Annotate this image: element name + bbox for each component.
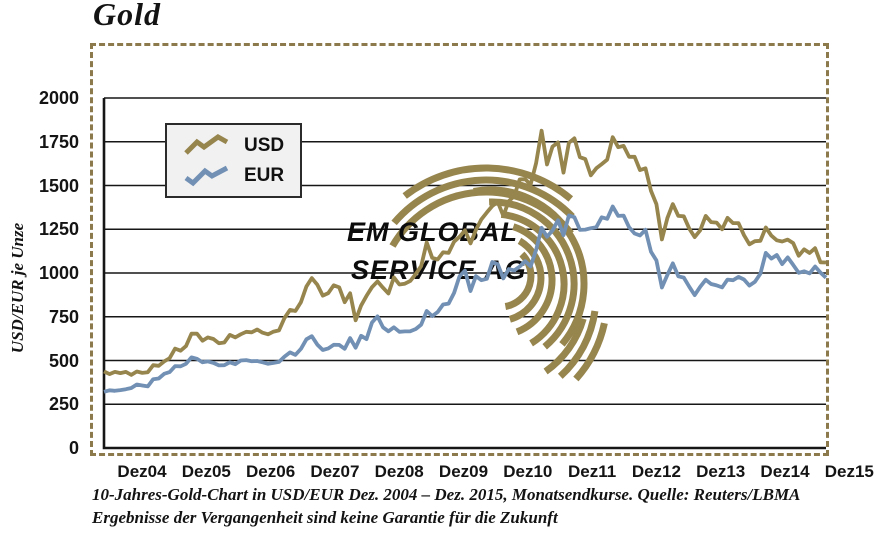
x-tick-label: Dez06 — [246, 462, 296, 481]
eur-line-sample-icon — [184, 165, 229, 186]
y-tick-label: 1000 — [38, 263, 79, 283]
x-tick-label: Dez12 — [631, 462, 681, 481]
legend-row-eur: EUR — [183, 163, 300, 189]
y-tick-label: 2000 — [38, 88, 79, 108]
x-tick-label: Dez07 — [310, 462, 360, 481]
x-tick-label: Dez10 — [503, 462, 553, 481]
y-tick-label: 750 — [48, 306, 79, 327]
legend-box: USD EUR — [165, 123, 302, 198]
x-tick-label: Dez05 — [181, 462, 231, 481]
x-tick-label: Dez04 — [117, 462, 167, 481]
watermark-line1: EM GLOBAL — [347, 217, 518, 247]
x-tick-label: Dez15 — [824, 462, 874, 481]
dashed-frame-border — [90, 43, 829, 456]
x-tick-label: Dez13 — [696, 462, 746, 481]
chart-title: Gold — [93, 0, 161, 32]
x-tick-label: Dez08 — [374, 462, 424, 481]
y-tick-label: 500 — [48, 350, 79, 371]
x-tick-label: Dez11 — [567, 462, 617, 481]
caption-disclaimer-line: Ergebnisse der Vergangenheit sind keine … — [92, 508, 558, 527]
legend-row-usd: USD — [183, 133, 300, 159]
y-tick-label: 0 — [68, 438, 79, 458]
x-tick-label: Dez09 — [438, 462, 489, 481]
usd-line-sample-icon — [184, 133, 229, 155]
y-tick-label: 250 — [48, 394, 79, 415]
y-tick-label: 1500 — [38, 175, 79, 196]
y-axis-title: USD/EUR je Unze — [8, 222, 27, 354]
x-tick-label: Dez14 — [760, 462, 810, 481]
legend-label-usd: USD — [244, 134, 285, 156]
y-tick-label: 1750 — [38, 131, 79, 152]
legend-label-eur: EUR — [244, 164, 285, 186]
y-tick-label: 1250 — [38, 219, 79, 240]
watermark-line2: SERVICE AG — [351, 255, 527, 285]
caption-source-line: 10-Jahres-Gold-Chart in USD/EUR Dez. 200… — [92, 485, 801, 504]
